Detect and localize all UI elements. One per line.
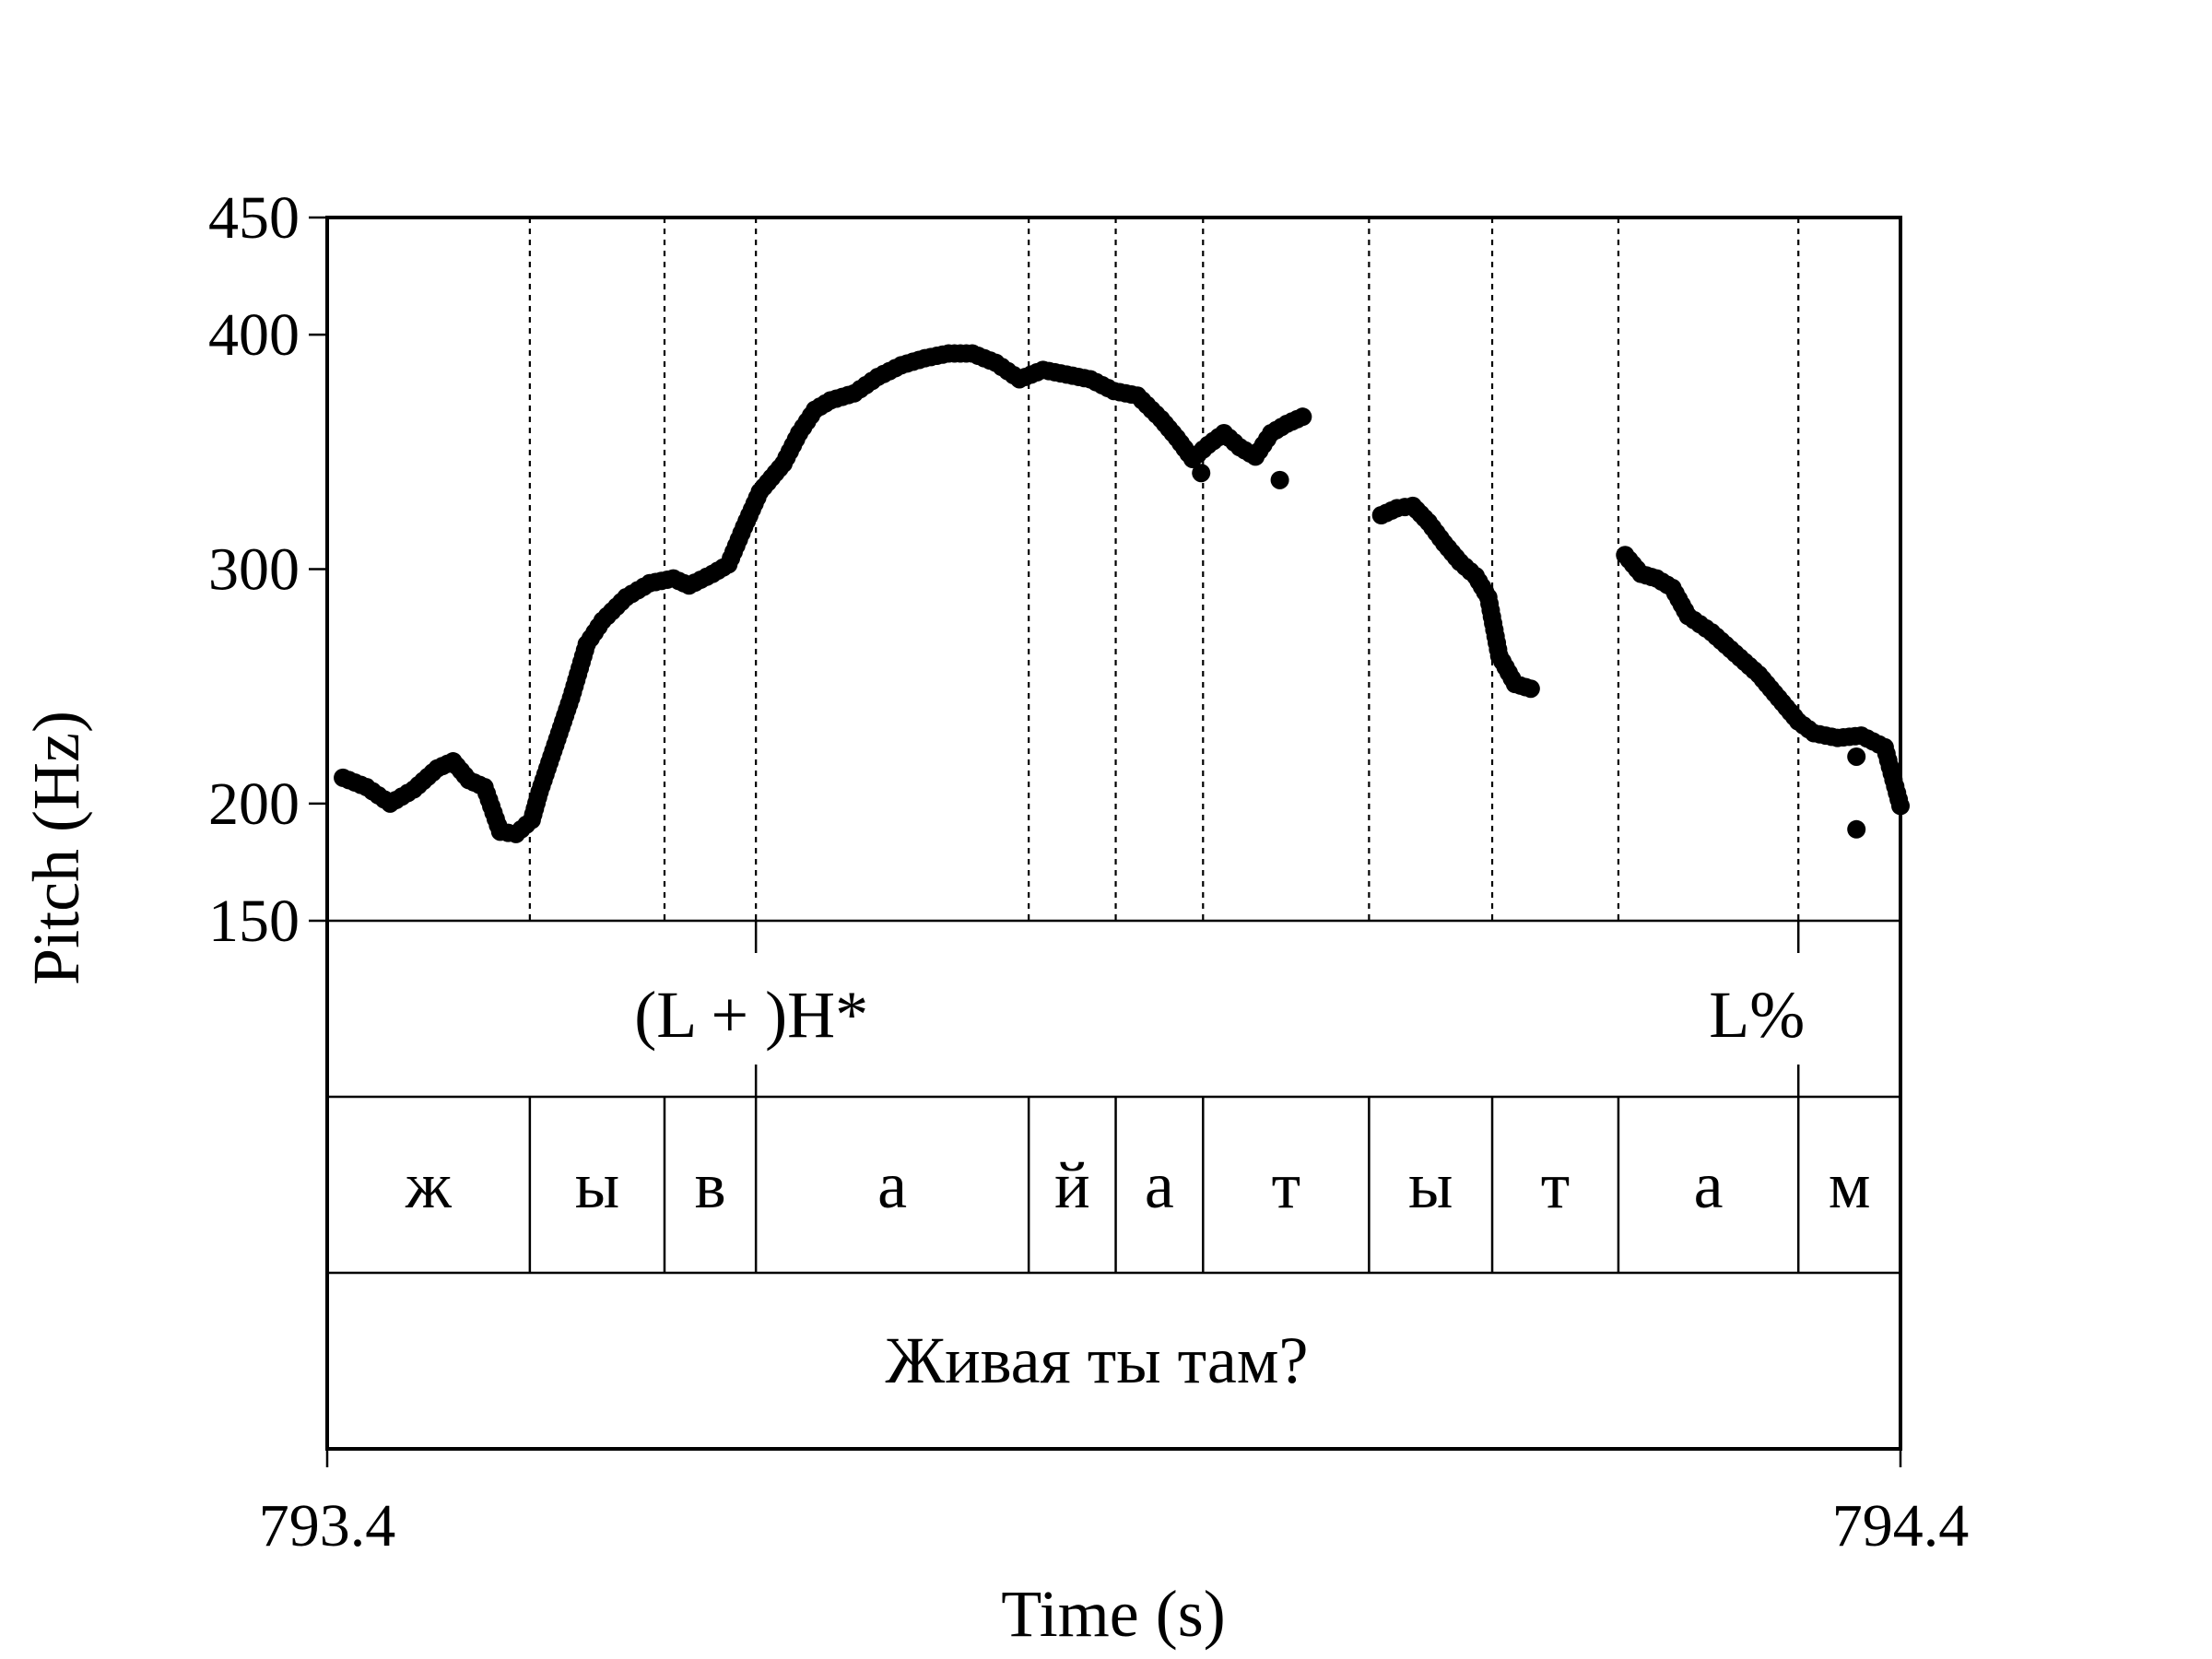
segment-label: а	[1145, 1148, 1174, 1222]
tier-boundaries	[528, 1097, 1800, 1273]
segment-label: м	[1829, 1148, 1871, 1222]
pitch-point	[1521, 679, 1540, 699]
tone-tier: (L + )H* L%	[634, 921, 1805, 1097]
tone-label: L%	[1709, 978, 1805, 1052]
y-tick-label: 150	[208, 888, 300, 955]
x-tick-label: 793.4	[259, 1492, 396, 1559]
segment-label: ы	[1408, 1148, 1453, 1222]
y-axis-title: Pitch (Hz)	[19, 711, 93, 985]
pitch-point	[1270, 470, 1289, 489]
y-tick-label: 200	[208, 771, 300, 838]
x-axis-title: Time (s)	[1001, 1577, 1225, 1651]
segment-label: т	[1541, 1148, 1570, 1222]
x-axis: 793.4 794.4	[259, 1449, 1970, 1559]
segment-label: ж	[405, 1148, 453, 1222]
pitch-point	[1847, 747, 1866, 766]
pitch-point	[1192, 464, 1211, 483]
pitch-point	[1293, 407, 1312, 427]
x-tick-label: 794.4	[1832, 1492, 1970, 1559]
segment-label: а	[1694, 1148, 1724, 1222]
chart-frame	[325, 216, 1902, 1451]
segment-label: ы	[575, 1148, 619, 1222]
segment-label: т	[1272, 1148, 1300, 1222]
segment-label: в	[695, 1148, 726, 1222]
y-tick-label: 300	[208, 536, 300, 604]
y-axis: 150 200 300 400 450	[208, 184, 327, 955]
y-tick-label: 450	[208, 184, 300, 252]
sentence-label: Живая ты там?	[886, 1324, 1309, 1397]
segment-label: й	[1054, 1148, 1090, 1222]
pitch-track	[334, 344, 1910, 843]
segment-label: а	[877, 1148, 907, 1222]
tone-label: (L + )H*	[634, 978, 868, 1052]
pitch-point	[1847, 819, 1866, 839]
y-tick-label: 400	[208, 301, 300, 369]
